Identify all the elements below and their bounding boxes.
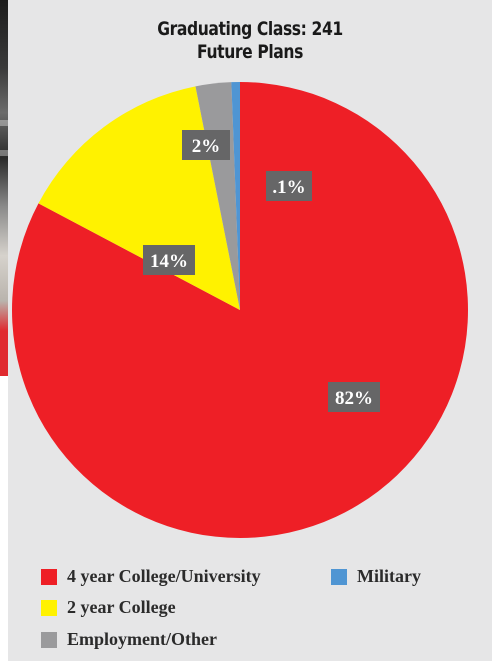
data-label-text: 2% — [192, 136, 221, 157]
chart-title-line-2: Future Plans — [197, 41, 303, 63]
data-label-box — [328, 382, 380, 412]
legend-label: Employment/Other — [67, 629, 217, 649]
legend-swatch — [41, 568, 57, 585]
chart-title-line-1: Graduating Class: 241 — [157, 18, 343, 40]
legend-label: 4 year College/University — [67, 566, 261, 586]
legend-swatch — [41, 631, 57, 648]
data-label-box — [182, 130, 230, 160]
data-label-text: .1% — [272, 177, 305, 198]
data-label-4-year-college-university: 82% — [328, 382, 380, 412]
legend-swatch — [331, 568, 347, 585]
legend-item-military: Military — [331, 566, 421, 587]
legend-swatch — [41, 599, 57, 616]
data-label-box — [143, 245, 195, 275]
legend-label: Military — [357, 566, 421, 586]
pie-slice-military — [231, 82, 240, 310]
legend-item-employment-other: Employment/Other — [41, 629, 217, 650]
legend-label: 2 year College — [67, 597, 176, 617]
data-label-employment-other: 2% — [182, 130, 230, 160]
legend-item-4-year-college: 4 year College/University — [41, 566, 261, 587]
data-label-military: .1% — [266, 171, 312, 201]
data-label-box — [266, 171, 312, 201]
legend-item-2-year-college: 2 year College — [41, 597, 176, 618]
data-label-2-year-college: 14% — [143, 245, 195, 275]
data-label-text: 14% — [150, 251, 188, 272]
chart-title: Graduating Class: 241 Future Plans — [52, 18, 449, 64]
data-label-text: 82% — [335, 388, 373, 409]
